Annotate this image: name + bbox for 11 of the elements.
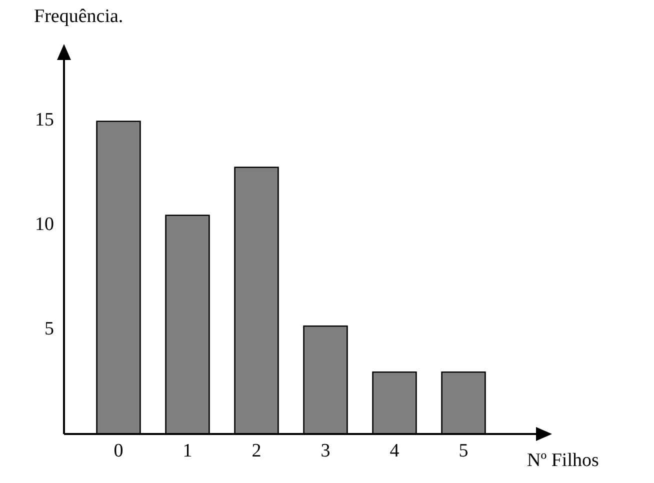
y-axis-title: Frequência. — [34, 6, 124, 28]
y-tick-label: 5 — [44, 318, 54, 340]
x-tick-label: 2 — [252, 440, 262, 462]
x-tick-label: 5 — [458, 440, 468, 462]
x-tick-label: 1 — [182, 440, 192, 462]
x-tick-label: 0 — [114, 440, 124, 462]
x-axis-title: Nº Filhos — [527, 450, 599, 472]
x-tick-label: 3 — [320, 440, 330, 462]
y-tick-label: 10 — [35, 214, 54, 236]
y-tick-label: 15 — [35, 110, 54, 131]
x-tick-label: 4 — [390, 440, 400, 462]
